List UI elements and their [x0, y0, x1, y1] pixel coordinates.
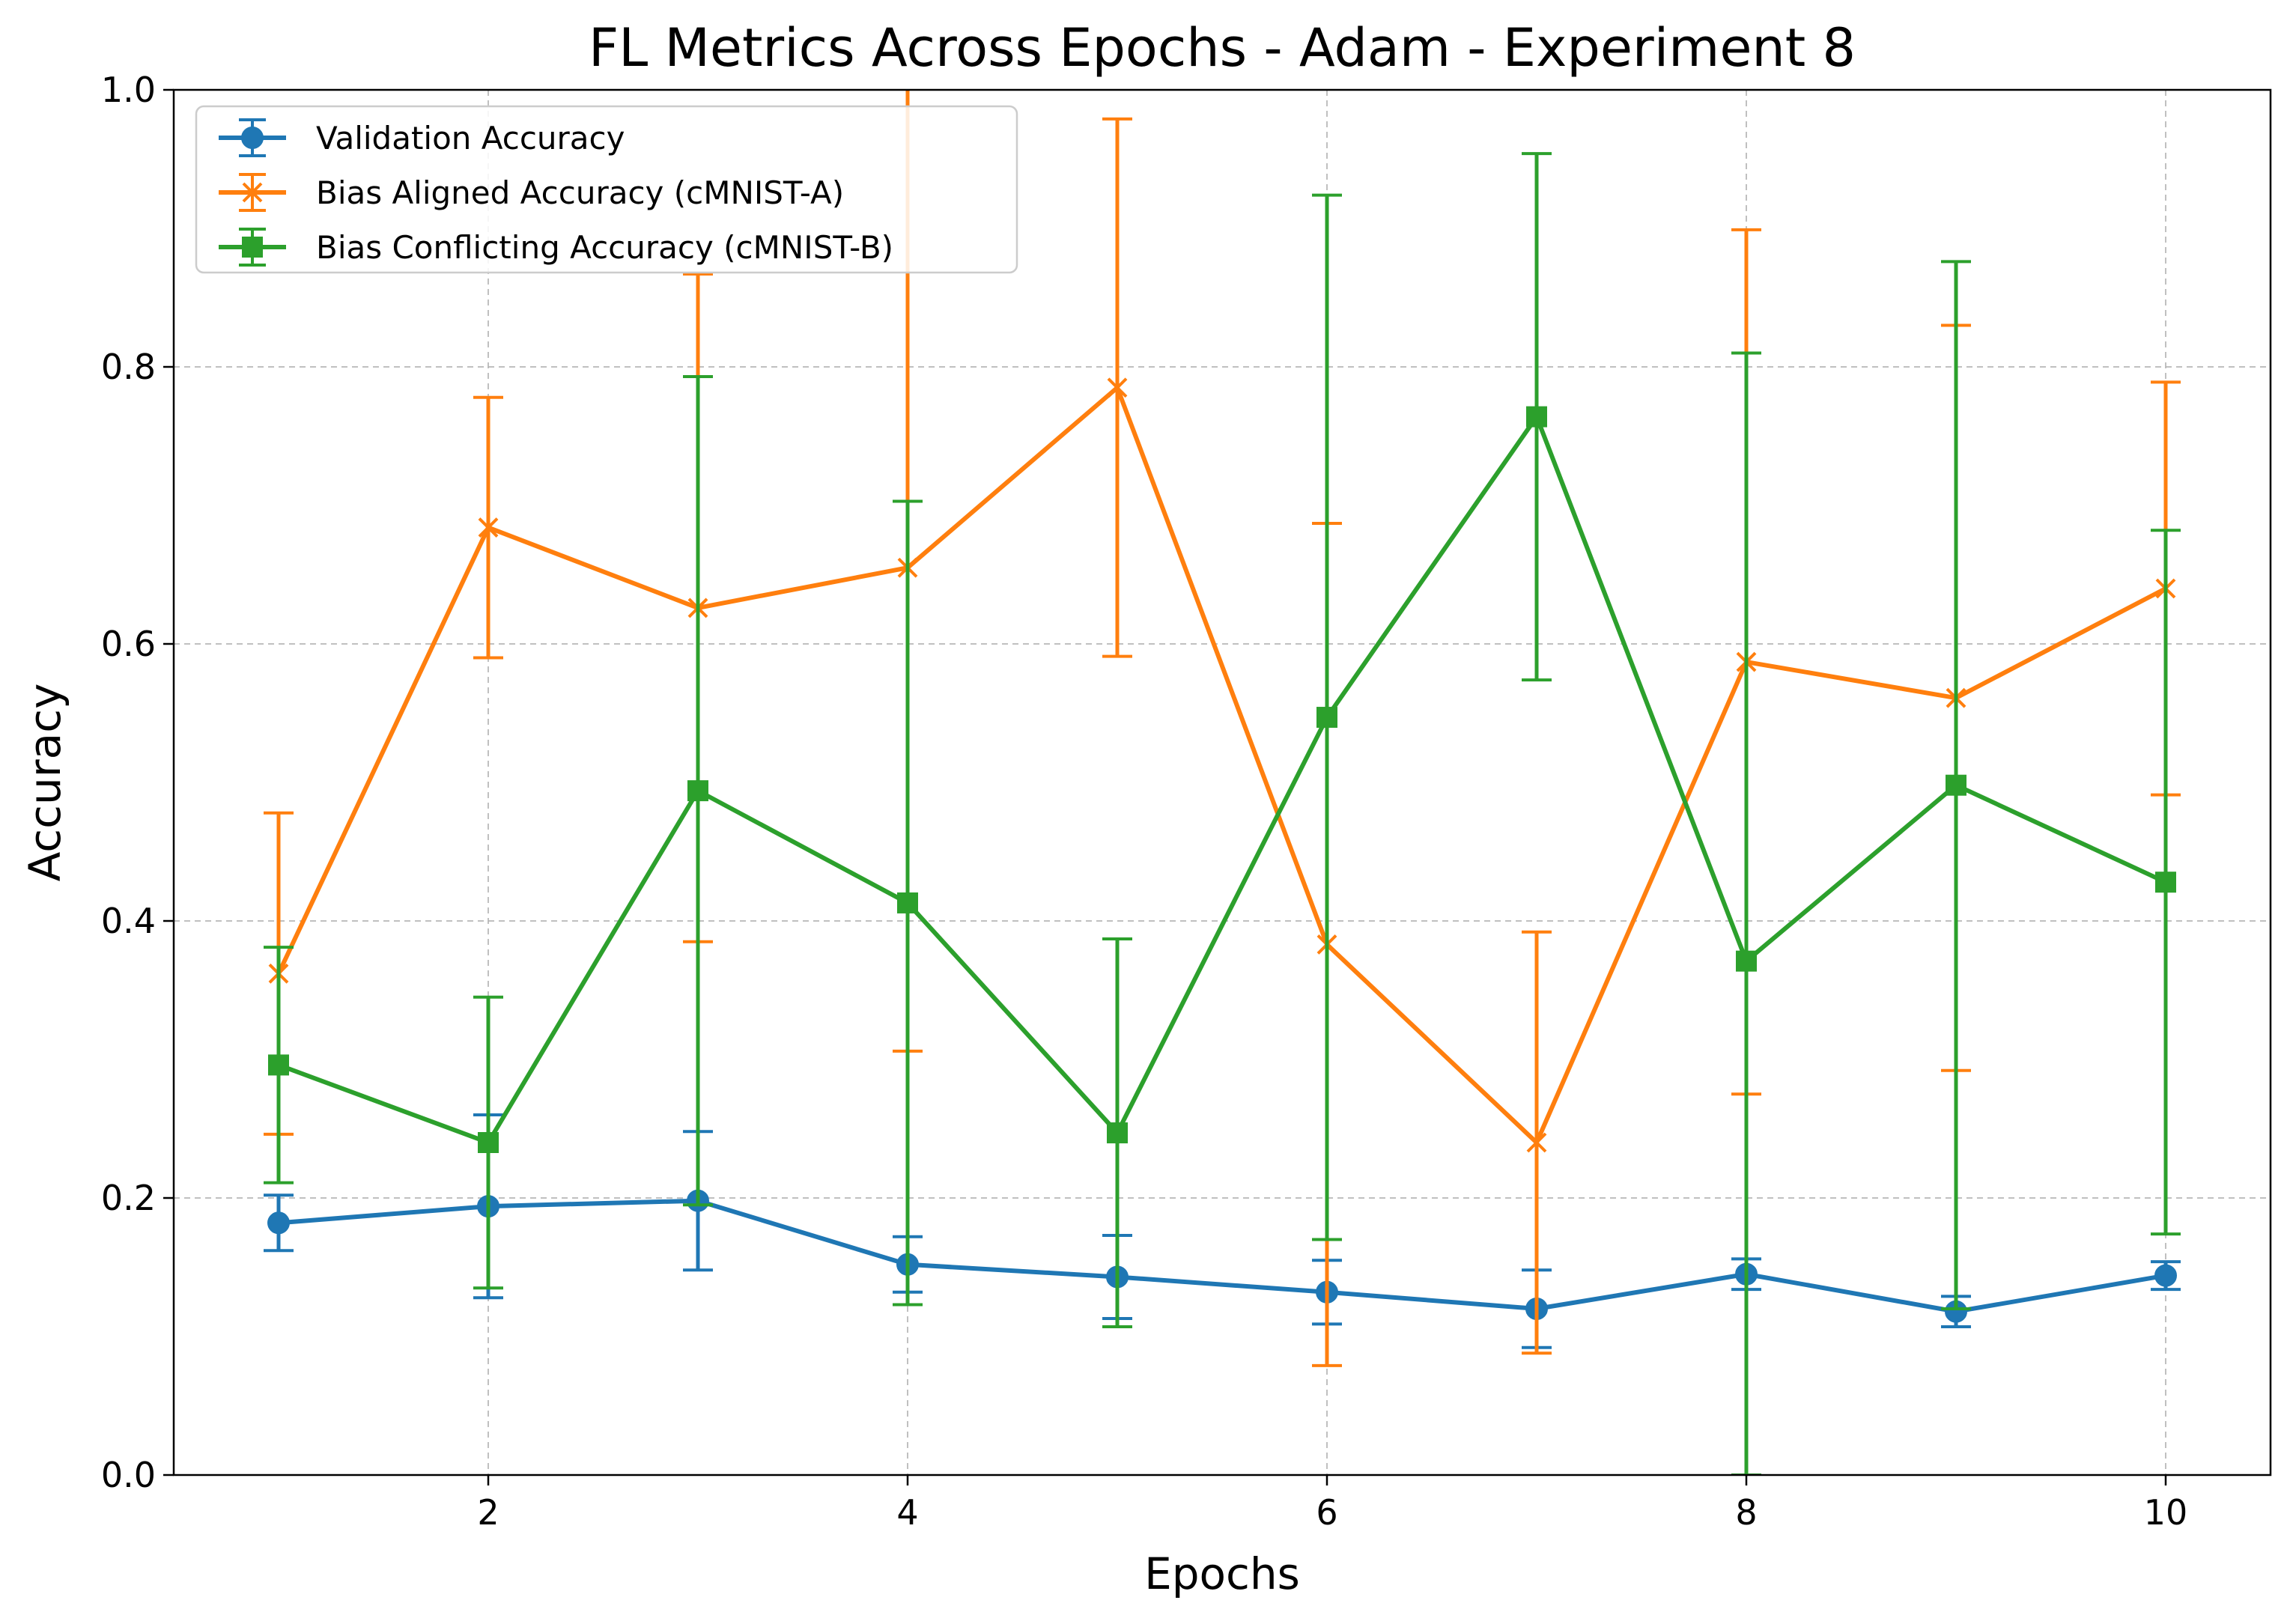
- data-point: [1526, 406, 1547, 428]
- series-line: [277, 414, 2167, 1145]
- data-point: [478, 517, 499, 538]
- x-tick-label: 2: [477, 1492, 499, 1533]
- data-point: [1107, 1122, 1128, 1144]
- error-bar: [1731, 351, 1761, 1475]
- chart-title: FL Metrics Across Epochs - Adam - Experi…: [589, 17, 1856, 79]
- y-tick-label: 0.4: [101, 901, 156, 941]
- legend-entry: Validation Accuracy: [219, 118, 625, 157]
- data-point: [897, 892, 918, 913]
- x-tick-label: 8: [1735, 1492, 1757, 1533]
- series-layer: [264, 90, 2181, 1475]
- axis-ticks: 2 4 6 8 10 0.0 0.2 0.4 0.6 0.8 1.0: [101, 70, 2187, 1533]
- legend-label: Bias Aligned Accuracy (cMNIST-A): [316, 174, 844, 211]
- data-point: [687, 780, 708, 802]
- marker-stroke: [242, 182, 263, 203]
- plot-area-frame: [172, 88, 2272, 1476]
- data-point: [268, 1054, 289, 1076]
- y-tick-label: 0.8: [101, 347, 156, 387]
- legend-label: Bias Conflicting Accuracy (cMNIST-B): [316, 229, 893, 266]
- series-1: [264, 1113, 2181, 1349]
- marker-stroke: [1107, 377, 1128, 398]
- marker-stroke: [478, 517, 499, 538]
- data-point: [1107, 377, 1128, 398]
- series-line: [278, 1198, 2166, 1314]
- series-3: [264, 152, 2181, 1475]
- x-tick-label: 10: [2144, 1492, 2188, 1533]
- x-axis-label: Epochs: [1144, 1548, 1300, 1599]
- legend-entry: Bias Conflicting Accuracy (cMNIST-B): [219, 228, 893, 267]
- legend-entry: Bias Aligned Accuracy (cMNIST-A): [219, 173, 844, 212]
- y-axis-label: Accuracy: [19, 684, 70, 882]
- data-point: [1526, 1132, 1547, 1153]
- data-point: [2154, 1264, 2177, 1287]
- y-tick-label: 1.0: [101, 70, 156, 110]
- y-tick-label: 0.2: [101, 1178, 156, 1218]
- data-point: [1946, 774, 1966, 796]
- legend-label: Validation Accuracy: [316, 120, 625, 156]
- x-tick-label: 6: [1316, 1492, 1337, 1533]
- legend-marker: [242, 237, 263, 258]
- y-tick-label: 0.6: [101, 624, 156, 664]
- data-point: [1736, 950, 1757, 972]
- series-line: [276, 385, 2167, 1145]
- y-tick-label: 0.0: [101, 1455, 156, 1495]
- legend-marker: [241, 127, 264, 149]
- legend: Validation Accuracy Bias Aligned Accuracy…: [195, 105, 1018, 274]
- data-point: [478, 1132, 499, 1153]
- legend-marker: [242, 182, 263, 203]
- x-tick-label: 4: [896, 1492, 918, 1533]
- series-2: [264, 90, 2181, 1367]
- marker-stroke: [1526, 1132, 1547, 1153]
- data-point: [267, 1211, 290, 1235]
- legend-box: [195, 105, 1018, 274]
- data-point: [2155, 872, 2176, 893]
- data-point: [1316, 707, 1337, 729]
